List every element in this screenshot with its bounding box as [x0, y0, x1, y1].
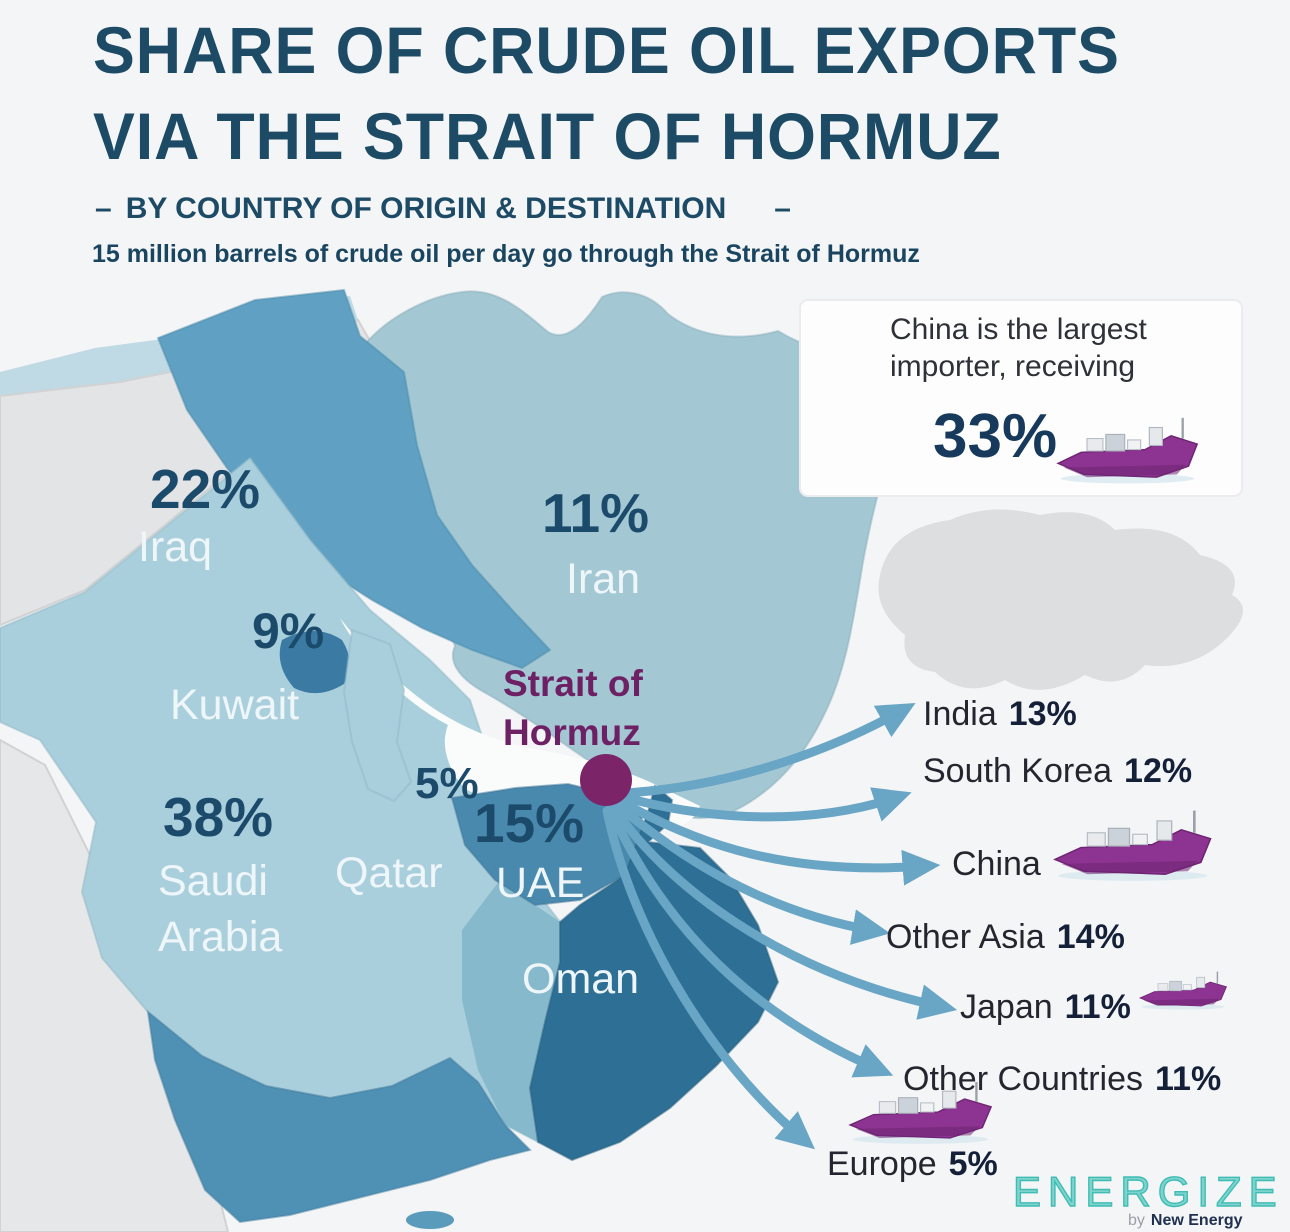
map-region-empty-quarter — [462, 880, 560, 1142]
qatar-label: Qatar — [335, 849, 443, 897]
strait-label-line2: Hormuz — [503, 711, 641, 753]
destination-south-korea: South Korea 12% — [923, 752, 1192, 791]
destination-other-asia-label: Other Asia — [886, 918, 1045, 956]
destination-india-share: 13% — [1008, 695, 1077, 733]
ship-icon-china — [1053, 809, 1212, 883]
logo-byline: by New Energy — [1128, 1212, 1243, 1230]
destination-other-countries-share: 11% — [1155, 1060, 1222, 1098]
saudi-arabia-label: Saudi Arabia — [158, 857, 283, 961]
china-callout-text: China is the largest importer, receiving — [890, 313, 1147, 383]
page-subtitle: – BY COUNTRY OF ORIGIN & DESTINATION – — [95, 192, 791, 226]
destination-other-countries-label: Other Countries — [903, 1060, 1143, 1098]
iraq-share: 22% — [150, 458, 261, 520]
saudi-arabia-share: 38% — [163, 786, 274, 848]
flow-arrows — [602, 702, 958, 1150]
page-title-line1: SHARE OF CRUDE OIL EXPORTS — [93, 13, 1120, 87]
iraq-label: Iraq — [138, 523, 213, 571]
iran-share: 11% — [542, 482, 650, 544]
destination-india-label: India — [923, 695, 997, 733]
arrow-india — [620, 702, 916, 798]
arrow-other-countries — [605, 804, 894, 1078]
uae-share: 15% — [474, 792, 585, 854]
arrow-japan — [608, 802, 958, 1020]
arrow-south-korea — [618, 787, 912, 822]
destination-china-label: China — [952, 845, 1041, 883]
kuwait-share: 9% — [252, 603, 325, 659]
map-region-china — [878, 509, 1244, 690]
arrow-china — [615, 796, 941, 886]
destination-japan-label: Japan — [960, 988, 1053, 1026]
map-region-yemen — [146, 1009, 532, 1224]
subtitle-dash-left: – — [95, 192, 112, 225]
destination-other-asia: Other Asia 14% — [886, 918, 1125, 957]
ship-icon-japan — [1139, 970, 1228, 1011]
page-title-line2: VIA THE STRAIT OF HORMUZ — [93, 98, 1002, 173]
strait-of-hormuz-label: Strait of Hormuz — [503, 660, 643, 758]
strait-dot-icon — [580, 754, 632, 806]
destination-china: China — [952, 845, 1053, 884]
oman-label: Oman — [522, 955, 640, 1003]
map-region-iran — [360, 290, 905, 820]
destination-europe: Europe 5% — [827, 1145, 998, 1184]
iran-label: Iran — [566, 555, 641, 603]
uae-label: UAE — [496, 859, 585, 907]
page-title: SHARE OF CRUDE OIL EXPORTS VIA THE STRAI… — [93, 8, 1120, 180]
byline-prefix: by — [1128, 1212, 1145, 1229]
map-region-kuwait — [279, 631, 350, 694]
page-tagline: 15 million barrels of crude oil per day … — [92, 240, 920, 268]
destination-india: India 13% — [923, 695, 1077, 734]
byline-name: New Energy — [1150, 1212, 1243, 1229]
destination-japan-share: 11% — [1064, 988, 1131, 1026]
kuwait-label: Kuwait — [170, 681, 300, 729]
arrow-other-asia — [611, 799, 891, 945]
destination-other-asia-share: 14% — [1056, 918, 1125, 956]
destination-south-korea-share: 12% — [1124, 752, 1193, 790]
subtitle-text: BY COUNTRY OF ORIGIN & DESTINATION — [125, 192, 727, 225]
qatar-share: 5% — [415, 759, 479, 808]
strait-label-line1: Strait of — [503, 663, 643, 704]
china-callout-value: 33% — [933, 402, 1058, 471]
destination-japan: Japan 11% — [960, 988, 1131, 1027]
arrow-europe — [602, 806, 815, 1150]
map-island — [406, 1211, 454, 1229]
map-region-qatar — [342, 628, 413, 803]
destination-south-korea-label: South Korea — [923, 752, 1113, 790]
subtitle-dash-right: – — [774, 192, 791, 225]
energize-logo: ENERGIZE — [1012, 1167, 1284, 1215]
destination-europe-label: Europe — [827, 1145, 937, 1183]
destination-other-countries: Other Countries 11% — [903, 1060, 1221, 1099]
destination-europe-share: 5% — [948, 1145, 998, 1183]
